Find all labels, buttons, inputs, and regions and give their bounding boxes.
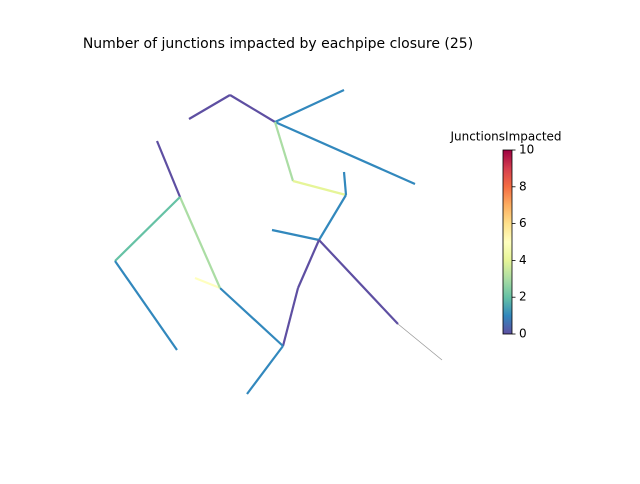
pipe [188, 94, 231, 120]
pipe [229, 94, 276, 123]
pipe [296, 239, 321, 289]
pipe [178, 196, 222, 289]
pipe [318, 194, 347, 241]
pipe [281, 287, 300, 347]
colorbar [502, 149, 513, 335]
pipe [274, 89, 345, 123]
pipe [114, 196, 181, 262]
pipe [292, 179, 347, 197]
colorbar-tick-label: 2 [519, 290, 527, 304]
pipe [274, 120, 416, 186]
pipe [397, 323, 443, 361]
pipe [114, 260, 178, 351]
colorbar-tick-label: 8 [519, 179, 527, 193]
pipe [194, 276, 221, 290]
pipe [318, 239, 399, 325]
pipe [273, 121, 295, 182]
pipe [219, 287, 284, 347]
pipe [246, 345, 284, 395]
colorbar-tick-label: 10 [519, 143, 534, 157]
pipe [271, 228, 320, 242]
colorbar-tick-label: 4 [519, 253, 527, 267]
colorbar-label: JunctionsImpacted [449, 130, 561, 144]
colorbar-tick-label: 6 [519, 216, 527, 230]
pipe [342, 171, 348, 196]
chart-title: Number of junctions impacted by eachpipe… [83, 36, 473, 52]
pipe [155, 140, 182, 198]
colorbar-tick-label: 0 [519, 327, 527, 341]
